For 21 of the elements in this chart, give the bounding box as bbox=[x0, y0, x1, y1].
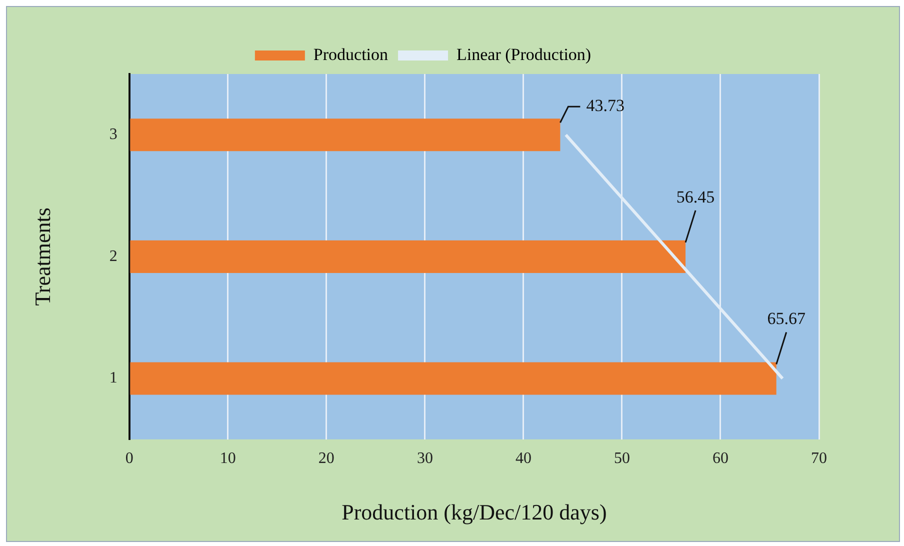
y-tick-label: 3 bbox=[109, 126, 118, 144]
x-axis-title: Production (kg/Dec/120 days) bbox=[342, 500, 607, 525]
bar bbox=[130, 118, 560, 152]
data-label: 65.67 bbox=[767, 309, 806, 328]
x-tick-label: 20 bbox=[318, 450, 334, 468]
bar bbox=[130, 362, 776, 395]
y-tick-label: 1 bbox=[109, 370, 118, 387]
data-label: 43.73 bbox=[586, 96, 624, 116]
x-tick-label: 10 bbox=[220, 450, 236, 468]
data-label: 56.45 bbox=[676, 187, 715, 206]
x-tick-label: 70 bbox=[811, 450, 827, 468]
x-tick-label: 30 bbox=[416, 450, 433, 468]
y-axis-title: Treatments bbox=[30, 208, 55, 306]
x-tick-label: 50 bbox=[614, 450, 630, 468]
x-tick-label: 40 bbox=[515, 450, 532, 468]
bar bbox=[130, 240, 686, 273]
y-tick-label: 2 bbox=[109, 248, 118, 265]
legend-label: Production bbox=[313, 44, 389, 64]
legend-label: Linear (Production) bbox=[456, 44, 592, 64]
x-tick-label: 60 bbox=[712, 450, 728, 468]
x-tick-label: 0 bbox=[125, 450, 134, 468]
